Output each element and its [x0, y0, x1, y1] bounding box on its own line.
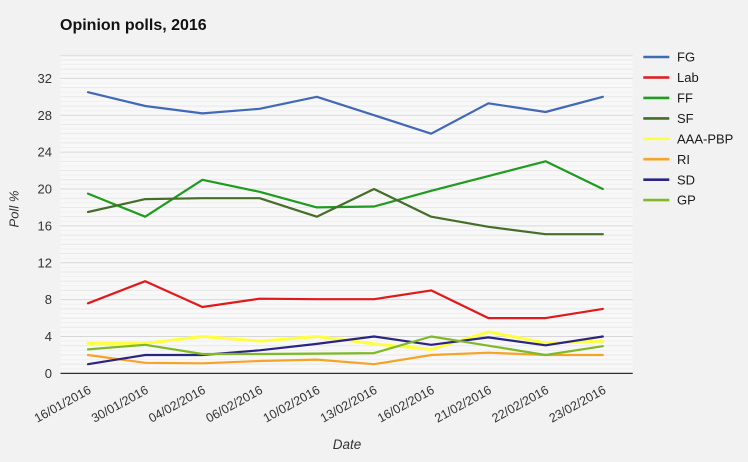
svg-text:0: 0: [45, 366, 52, 381]
svg-text:Opinion polls, 2016: Opinion polls, 2016: [60, 17, 207, 34]
svg-text:AAA-PBP: AAA-PBP: [677, 131, 733, 146]
svg-text:FF: FF: [677, 91, 693, 106]
svg-text:SD: SD: [677, 172, 695, 187]
svg-text:32: 32: [38, 71, 52, 86]
svg-text:24: 24: [38, 145, 52, 160]
svg-text:16: 16: [38, 219, 52, 234]
svg-text:GP: GP: [677, 193, 696, 208]
svg-text:12: 12: [38, 255, 52, 270]
svg-text:Date: Date: [333, 437, 362, 452]
svg-text:28: 28: [38, 108, 52, 123]
svg-text:8: 8: [45, 292, 52, 307]
svg-text:RI: RI: [677, 152, 690, 167]
svg-text:4: 4: [45, 329, 52, 344]
svg-text:20: 20: [38, 182, 52, 197]
svg-text:FG: FG: [677, 50, 695, 65]
svg-text:SF: SF: [677, 111, 694, 126]
svg-text:Lab: Lab: [677, 70, 699, 85]
svg-text:Poll %: Poll %: [7, 191, 22, 228]
